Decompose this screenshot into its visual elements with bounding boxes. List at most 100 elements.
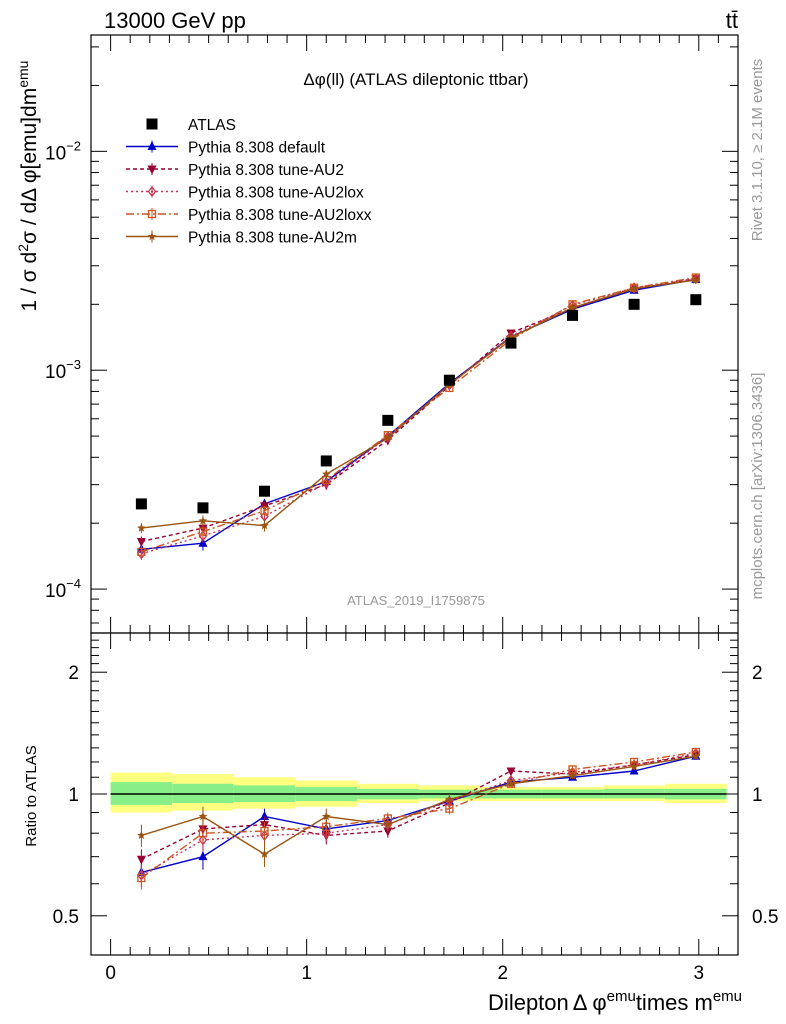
chart-title: Δφ(ll) (ATLAS dileptonic ttbar): [303, 70, 528, 89]
ratio-data-point: [629, 761, 639, 771]
ratio-ytick-label-left: 0.5: [53, 907, 79, 928]
main-data-point: [137, 523, 146, 532]
ratio-data-point: [137, 830, 146, 840]
ratio-xtick-label: 0: [105, 963, 116, 984]
ratio-series-line: [141, 755, 696, 874]
ratio-series-line: [141, 752, 696, 876]
main-ylabel-part1: 1 / σ d: [18, 252, 41, 312]
ratio-series-line: [141, 755, 696, 856]
legend-label: Pythia 8.308 tune-AU2lox: [188, 185, 364, 202]
atlas-data-point: [382, 414, 394, 426]
ratio-ytick-label-right: 1: [752, 785, 763, 806]
main-data-point: [629, 282, 639, 294]
main-data-point: [198, 527, 208, 536]
main-series-line: [141, 277, 696, 543]
ratio-data-point: [506, 779, 516, 788]
rivet-label: Rivet 3.1.10, ≥ 2.1M events: [749, 59, 766, 242]
ratio-xtick-label: 3: [693, 963, 704, 984]
main-data-point: [322, 469, 331, 478]
ratio-data-point: [198, 812, 208, 821]
ratio-ytick-label-right: 0.5: [752, 907, 778, 928]
main-panel: 10−4 10−3 10−2: [45, 34, 739, 634]
ratio-series-line: [140, 751, 696, 879]
xlabel-sup1: emu: [607, 988, 636, 1005]
main-data-point: [260, 521, 269, 530]
legend-label: ATLAS: [188, 117, 236, 134]
main-data-point: [383, 433, 393, 442]
atlas-data-point: [197, 502, 209, 514]
ratio-data-point: [506, 767, 516, 777]
ratio-data-point: [383, 820, 393, 829]
ratio-xlabel: Dilepton Δ φemutimes memu: [488, 988, 742, 1015]
main-data-point: [629, 284, 639, 293]
ratio-data-point: [260, 849, 269, 858]
xlabel-sup2: emu: [713, 988, 742, 1005]
legend-label: Pythia 8.308 default: [188, 140, 326, 157]
ratio-ytick-label-left: 1: [68, 785, 79, 806]
ratio-data-point: [136, 855, 146, 865]
main-series-line: [141, 278, 696, 550]
legend: ATLAS Pythia 8.308 default Pythia 8.308 tu…: [126, 117, 372, 247]
main-data-point: [691, 275, 701, 284]
ratio-xtick-label: 1: [301, 963, 312, 984]
main-data-point: [137, 547, 146, 556]
process-label: tt̄: [726, 8, 738, 33]
atlas-data-point: [690, 294, 702, 306]
main-ytick-label: 10−2: [45, 138, 81, 164]
ratio-data-point: [445, 804, 454, 813]
legend-marker: [147, 141, 157, 150]
main-data-point: [260, 506, 269, 515]
ratio-data-point: [260, 810, 270, 820]
atlas-data-point: [628, 298, 640, 310]
ratio-data-point: [445, 794, 454, 803]
main-data-point: [691, 273, 701, 285]
ratio-ylabel: Ratio to ATLAS: [23, 745, 40, 846]
atlas-data-point: [135, 498, 147, 510]
legend-marker: [147, 209, 157, 219]
ratio-series-line: [141, 754, 696, 860]
ratio-data-point: [322, 812, 331, 821]
xlabel-part-b: Δ φ: [573, 990, 607, 1015]
xlabel-part-a: Dilepton: [488, 990, 569, 1015]
atlas-data-point: [320, 455, 332, 467]
atlas-data-point: [443, 374, 455, 386]
main-ylabel-sup2: emu: [15, 61, 31, 88]
main-data-point: [137, 548, 146, 560]
legend-marker: [147, 165, 157, 175]
main-ylabel-sup1: 2: [15, 244, 31, 252]
ratio-data-point: [137, 873, 146, 883]
xlabel-part-c: times m: [636, 990, 713, 1015]
ratio-data-point: [321, 827, 331, 839]
main-data-point: [136, 537, 146, 547]
mcplots-label: mcplots.cern.ch [arXiv:1306.3436]: [749, 373, 766, 600]
main-series-line: [141, 279, 696, 529]
ratio-data-point: [568, 771, 577, 780]
main-series-line: [141, 276, 696, 553]
main-data-point: [198, 530, 208, 542]
ratio-ytick-label-right: 2: [752, 663, 763, 684]
ratio-ytick-label-left: 2: [68, 663, 79, 684]
legend-marker: [147, 232, 157, 241]
atlas-data-point: [259, 485, 271, 497]
ratio-data-point: [198, 851, 208, 861]
ratio-data-point: [383, 827, 393, 837]
main-ylabel-part2: σ / dΔ φ[emu]dm: [18, 88, 41, 244]
ratio-data-point: [691, 751, 701, 760]
atlas-data-point: [505, 337, 517, 349]
energy-label: 13000 GeV pp: [104, 8, 246, 33]
ratio-panel: 0.5 0.5 1 1 2 2 0 1 2 3: [53, 632, 778, 984]
main-data-point: [198, 516, 208, 525]
ratio-data-point: [260, 826, 269, 836]
legend-marker: [147, 185, 157, 198]
ratio-xtick-label: 2: [497, 963, 508, 984]
legend-label: Pythia 8.308 tune-AU2m: [188, 230, 357, 247]
main-data-point: [568, 303, 577, 312]
ratio-data-point: [198, 829, 208, 838]
main-ytick-label: 10−4: [45, 576, 81, 602]
main-series-line: [141, 277, 696, 555]
legend-label: Pythia 8.308 tune-AU2: [188, 162, 344, 179]
legend-label: Pythia 8.308 tune-AU2loxx: [188, 207, 372, 224]
analysis-id: ATLAS_2019_I1759875: [347, 593, 485, 608]
atlas-data-point: [567, 309, 579, 321]
